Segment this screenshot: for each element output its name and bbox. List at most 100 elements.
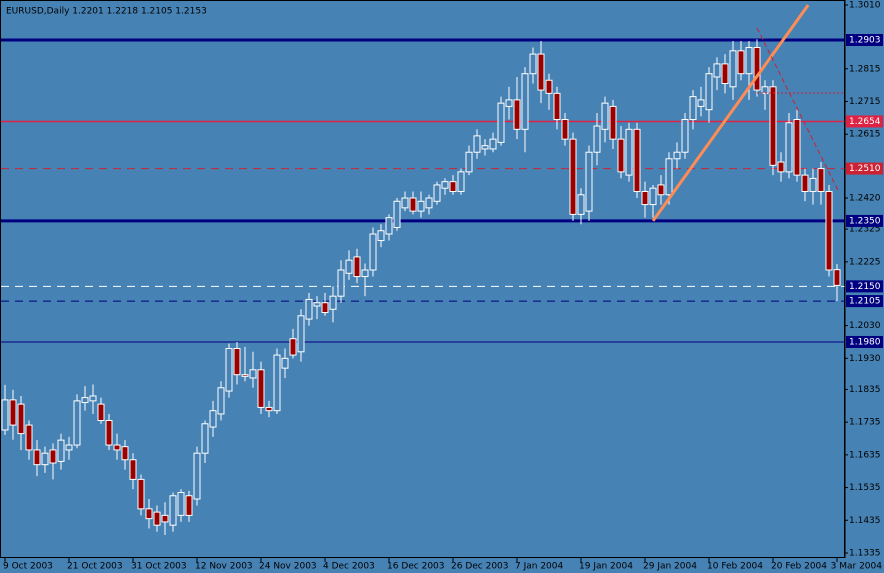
candle-body <box>441 181 449 189</box>
candle-body <box>153 511 161 526</box>
candle-body <box>217 387 225 415</box>
x-tick-label: 19 Jan 2004 <box>579 562 633 572</box>
candle-body <box>161 514 169 523</box>
candle-body <box>105 419 113 446</box>
candle-body <box>497 102 505 143</box>
candle-body <box>321 302 329 314</box>
level-label-box <box>846 162 883 175</box>
level-label: 1.2510 <box>849 164 881 174</box>
candle-body <box>697 99 705 107</box>
candle-body <box>345 259 353 274</box>
candle-body <box>233 348 241 376</box>
y-tick-label: 1.1635 <box>849 450 881 460</box>
x-tick-label: 29 Jan 2004 <box>643 562 697 572</box>
candle-body <box>225 348 233 392</box>
candle-body <box>633 128 641 192</box>
candle-body <box>809 177 817 192</box>
y-tick-label: 1.2615 <box>849 130 881 140</box>
candle-body <box>537 53 545 91</box>
candle-body <box>257 369 265 408</box>
trendline <box>756 27 839 191</box>
candle-body <box>33 449 41 466</box>
candle-body <box>409 197 417 212</box>
candle-body <box>393 200 401 228</box>
trendline <box>651 4 810 222</box>
candle-body <box>361 269 369 278</box>
y-tick-label: 1.1435 <box>849 516 881 526</box>
candle-body <box>817 168 825 192</box>
y-tick-label: 1.1735 <box>849 418 881 428</box>
candle-body <box>353 256 361 278</box>
candle-body <box>385 217 393 235</box>
candle-body <box>793 119 801 176</box>
candle-body <box>281 357 289 369</box>
level-label-box <box>846 115 883 128</box>
candle-body <box>577 194 585 215</box>
candle-body <box>121 446 129 461</box>
candle-body <box>369 233 377 271</box>
candle-body <box>113 444 121 451</box>
candle-body <box>777 161 785 173</box>
candle-body <box>1 399 9 431</box>
candle-body <box>641 190 649 206</box>
level-label-box <box>846 335 883 348</box>
candle-body <box>465 151 473 173</box>
x-tick-label: 7 Jan 2004 <box>515 562 563 572</box>
candle-body <box>313 302 321 307</box>
level-label-box <box>846 34 883 47</box>
candle-body <box>265 406 273 412</box>
candle-body <box>449 181 457 192</box>
x-tick-label: 26 Dec 2003 <box>451 562 509 572</box>
y-tick-label: 1.2715 <box>849 97 881 107</box>
candle-body <box>57 439 65 462</box>
y-tick-label: 1.1535 <box>849 483 881 493</box>
candle-body <box>377 230 385 242</box>
candle-body <box>433 184 441 202</box>
x-tick-label: 21 Oct 2003 <box>67 562 123 572</box>
candle-body <box>417 200 425 212</box>
candle-body <box>657 184 665 196</box>
y-tick-label: 1.2815 <box>849 64 881 74</box>
candle-body <box>25 424 33 451</box>
candle-body <box>833 269 841 286</box>
candle-body <box>649 187 657 206</box>
candle-body <box>209 410 217 428</box>
candle-body <box>201 423 209 454</box>
candle-body <box>665 158 673 196</box>
level-label: 1.2903 <box>849 36 881 46</box>
x-tick-label: 4 Dec 2003 <box>323 562 375 572</box>
candle-body <box>673 151 681 160</box>
y-tick-label: 1.2420 <box>849 194 881 204</box>
level-label: 1.2350 <box>849 216 881 226</box>
candle-body <box>9 399 17 426</box>
y-tick-label: 1.2225 <box>849 257 881 267</box>
y-tick-label: 1.1335 <box>849 549 881 559</box>
candle-body <box>761 86 769 94</box>
y-tick-label: 1.1835 <box>849 385 881 395</box>
candle-body <box>129 459 137 480</box>
candle-body <box>169 495 177 526</box>
candle-body <box>97 403 105 421</box>
candle-body <box>529 53 537 75</box>
candle-body <box>681 119 689 153</box>
candle-body <box>273 354 281 412</box>
candle-body <box>49 449 57 464</box>
candle-body <box>601 102 609 130</box>
y-tick-label: 1.2030 <box>849 321 881 331</box>
candle-body <box>137 478 145 510</box>
candle-body <box>705 73 713 111</box>
candle-body <box>249 369 257 379</box>
candle-body <box>513 99 521 130</box>
candle-body <box>145 508 153 520</box>
candle-body <box>473 135 481 153</box>
candle-body <box>593 125 601 153</box>
candle-body <box>337 269 345 297</box>
candle-body <box>305 298 313 320</box>
candle-body <box>89 395 97 402</box>
x-tick-label: 20 Feb 2004 <box>771 562 827 572</box>
candle-body <box>561 119 569 140</box>
candle-body <box>521 73 529 130</box>
level-label: 1.1980 <box>849 337 881 347</box>
candle-body <box>41 452 49 466</box>
